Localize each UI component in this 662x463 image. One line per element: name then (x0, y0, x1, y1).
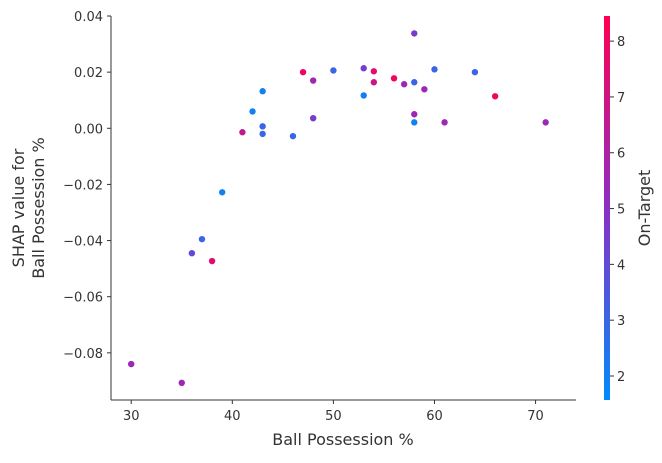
data-point (249, 108, 256, 115)
x-axis-label: Ball Possession % (272, 430, 413, 449)
data-point (431, 66, 438, 73)
data-point (259, 88, 266, 95)
data-point (188, 249, 196, 257)
y-tick-label: 0.02 (74, 66, 103, 81)
y-tick-label: 0.00 (74, 122, 103, 137)
data-point (390, 75, 398, 82)
data-point (441, 119, 448, 126)
data-point (218, 189, 226, 196)
data-point (128, 360, 135, 368)
data-point (289, 132, 297, 140)
x-tick-label: 40 (224, 409, 241, 424)
data-point (411, 30, 418, 37)
data-point (299, 68, 307, 76)
data-point (259, 123, 266, 130)
data-point (360, 65, 367, 72)
colorbar-tick-label: 5 (617, 203, 625, 218)
data-point (542, 119, 549, 126)
data-point (411, 79, 418, 86)
colorbar-tick-label: 4 (617, 258, 625, 273)
data-point (309, 114, 317, 122)
data-point (400, 81, 408, 88)
data-point (309, 77, 317, 84)
colorbar-tick-label: 8 (617, 35, 625, 50)
data-point (491, 93, 499, 100)
y-tick-label: −0.04 (63, 235, 103, 250)
data-point (360, 92, 367, 99)
data-point (178, 379, 185, 387)
y-tick-label: −0.06 (63, 291, 103, 306)
y-tick-label: −0.02 (63, 178, 103, 193)
data-point (471, 68, 479, 76)
data-point (198, 235, 206, 243)
data-point (411, 119, 418, 126)
x-tick-label: 30 (123, 409, 140, 424)
colorbar-label: On-Target (635, 170, 654, 247)
x-tick-label: 60 (426, 409, 443, 424)
colorbar-tick-label: 2 (617, 370, 625, 385)
data-point (208, 257, 216, 265)
colorbar-tick-label: 6 (617, 147, 625, 162)
data-point (330, 67, 337, 74)
data-point (421, 86, 428, 93)
y-tick-label: 0.04 (74, 10, 103, 25)
data-point (370, 79, 378, 86)
x-tick-label: 50 (325, 409, 342, 424)
x-tick-label: 70 (527, 409, 544, 424)
y-tick-label: −0.08 (63, 347, 103, 362)
y-axis-label-line2: Ball Possession % (29, 137, 48, 278)
data-point (259, 130, 266, 138)
colorbar-tick-label: 7 (617, 91, 625, 106)
data-point (239, 129, 246, 136)
y-axis-label-line1: SHAP value for (9, 148, 28, 267)
colorbar (604, 16, 610, 400)
colorbar-tick-label: 3 (617, 314, 625, 329)
data-point (370, 68, 378, 75)
data-point (411, 111, 418, 118)
